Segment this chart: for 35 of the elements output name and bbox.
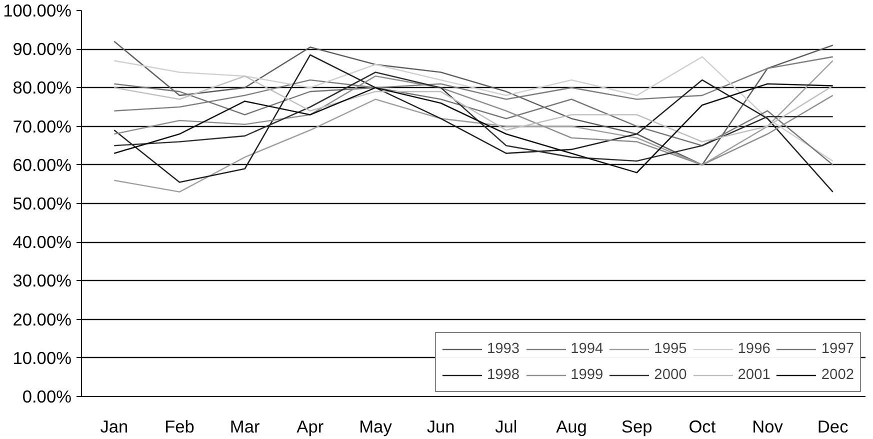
legend-label: 1996: [738, 341, 770, 357]
x-tick-label: Jan: [100, 416, 128, 436]
x-tick-label: Mar: [230, 416, 260, 436]
y-tick-label: 50.00%: [12, 194, 72, 214]
legend-label: 2001: [738, 367, 770, 383]
x-tick-label: Nov: [752, 416, 784, 436]
legend-label: 2002: [821, 367, 854, 383]
x-tick-label: Sep: [621, 416, 652, 436]
x-tick-label: May: [359, 416, 392, 436]
x-tick-label: Jun: [426, 416, 455, 436]
legend-label: 1999: [570, 367, 604, 383]
legend-label: 1998: [486, 367, 520, 383]
x-tick-label: Dec: [817, 416, 849, 436]
y-tick-label: 0.00%: [22, 386, 72, 406]
y-tick-label: 60.00%: [12, 154, 72, 175]
y-tick-label: 20.00%: [12, 309, 72, 330]
legend-label: 2000: [654, 367, 687, 383]
x-tick-label: Apr: [296, 416, 324, 436]
legend-label: 1993: [486, 341, 520, 357]
y-tick-label: 90.00%: [12, 39, 72, 60]
x-tick-label: Jul: [495, 416, 518, 436]
line-series: [114, 75, 834, 142]
x-tick-label: Feb: [164, 416, 194, 436]
y-tick-label: 70.00%: [12, 116, 72, 136]
line-series: [114, 40, 834, 166]
y-tick-label: 80.00%: [12, 78, 72, 98]
y-tick-label: 30.00%: [12, 270, 72, 291]
legend-label: 1997: [821, 341, 854, 357]
x-tick-label: Oct: [688, 416, 716, 436]
y-tick-label: 10.00%: [12, 348, 72, 368]
y-tick-label: 40.00%: [12, 232, 72, 252]
y-tick-label: 100.00%: [3, 0, 72, 20]
legend-label: 1995: [654, 341, 687, 357]
legend-label: 1994: [570, 341, 604, 357]
x-tick-label: Aug: [556, 416, 587, 436]
